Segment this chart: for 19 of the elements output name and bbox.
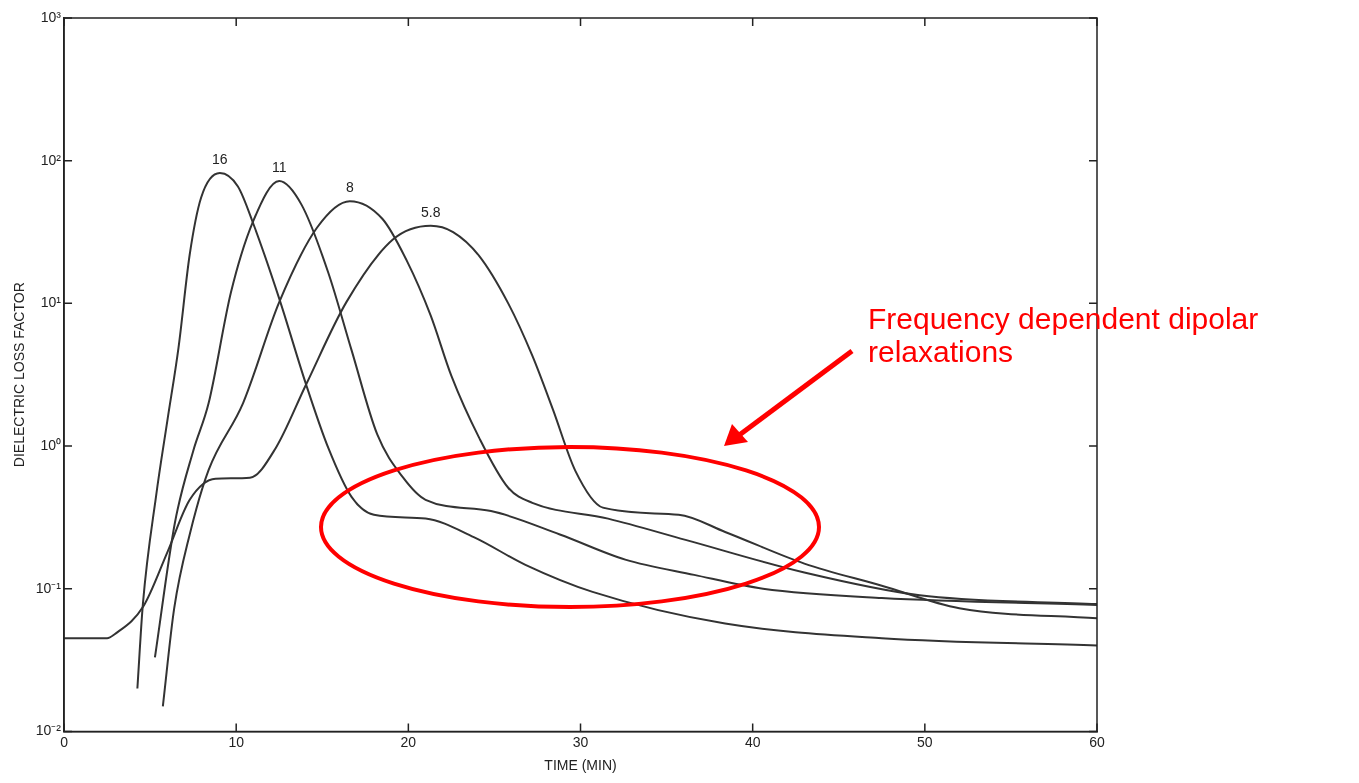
x-tick-label: 50 [917, 733, 933, 750]
x-tick-label: 10 [228, 733, 245, 750]
y-tick-label: 10¹ [40, 294, 62, 311]
y-axis-title: DIELECTRIC LOSS FACTOR [11, 282, 28, 468]
x-tick-label: 20 [400, 733, 417, 750]
y-tick-label: 10⁻¹ [35, 579, 62, 596]
series-label: 11 [271, 158, 287, 175]
y-tick-label: 10⁰ [40, 436, 62, 453]
series-label: 8 [345, 179, 354, 196]
x-tick-label: 0 [60, 733, 69, 750]
x-axis-title: TIME (MIN) [544, 757, 617, 774]
y-tick-label: 10⁻² [35, 722, 62, 739]
series-label: 5.8 [421, 203, 441, 220]
series-label: 16 [212, 150, 228, 167]
y-tick-label: 10³ [40, 8, 62, 25]
x-tick-label: 60 [1089, 733, 1105, 750]
y-tick-label: 10² [40, 151, 62, 168]
x-tick-label: 30 [572, 733, 589, 750]
x-tick-label: 40 [744, 733, 761, 750]
